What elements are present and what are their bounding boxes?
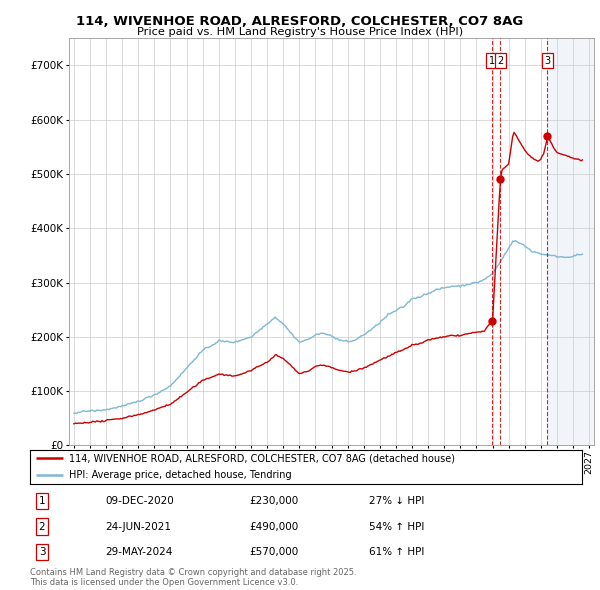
Text: 3: 3	[544, 55, 551, 65]
Text: £570,000: £570,000	[249, 547, 298, 557]
Text: 2: 2	[497, 55, 503, 65]
Text: 2: 2	[38, 522, 46, 532]
Text: 24-JUN-2021: 24-JUN-2021	[105, 522, 171, 532]
Text: £230,000: £230,000	[249, 496, 298, 506]
Text: 27% ↓ HPI: 27% ↓ HPI	[369, 496, 424, 506]
Text: £490,000: £490,000	[249, 522, 298, 532]
Text: 29-MAY-2024: 29-MAY-2024	[105, 547, 172, 557]
Text: Contains HM Land Registry data © Crown copyright and database right 2025.
This d: Contains HM Land Registry data © Crown c…	[30, 568, 356, 587]
Text: 1: 1	[38, 496, 46, 506]
Text: 09-DEC-2020: 09-DEC-2020	[105, 496, 174, 506]
Text: 61% ↑ HPI: 61% ↑ HPI	[369, 547, 424, 557]
Text: 114, WIVENHOE ROAD, ALRESFORD, COLCHESTER, CO7 8AG (detached house): 114, WIVENHOE ROAD, ALRESFORD, COLCHESTE…	[68, 453, 455, 463]
Text: 3: 3	[38, 547, 46, 557]
Text: Price paid vs. HM Land Registry's House Price Index (HPI): Price paid vs. HM Land Registry's House …	[137, 27, 463, 37]
Text: 54% ↑ HPI: 54% ↑ HPI	[369, 522, 424, 532]
Text: HPI: Average price, detached house, Tendring: HPI: Average price, detached house, Tend…	[68, 470, 291, 480]
Text: 114, WIVENHOE ROAD, ALRESFORD, COLCHESTER, CO7 8AG: 114, WIVENHOE ROAD, ALRESFORD, COLCHESTE…	[76, 15, 524, 28]
Text: 1: 1	[488, 55, 494, 65]
Bar	[547, 38, 600, 445]
